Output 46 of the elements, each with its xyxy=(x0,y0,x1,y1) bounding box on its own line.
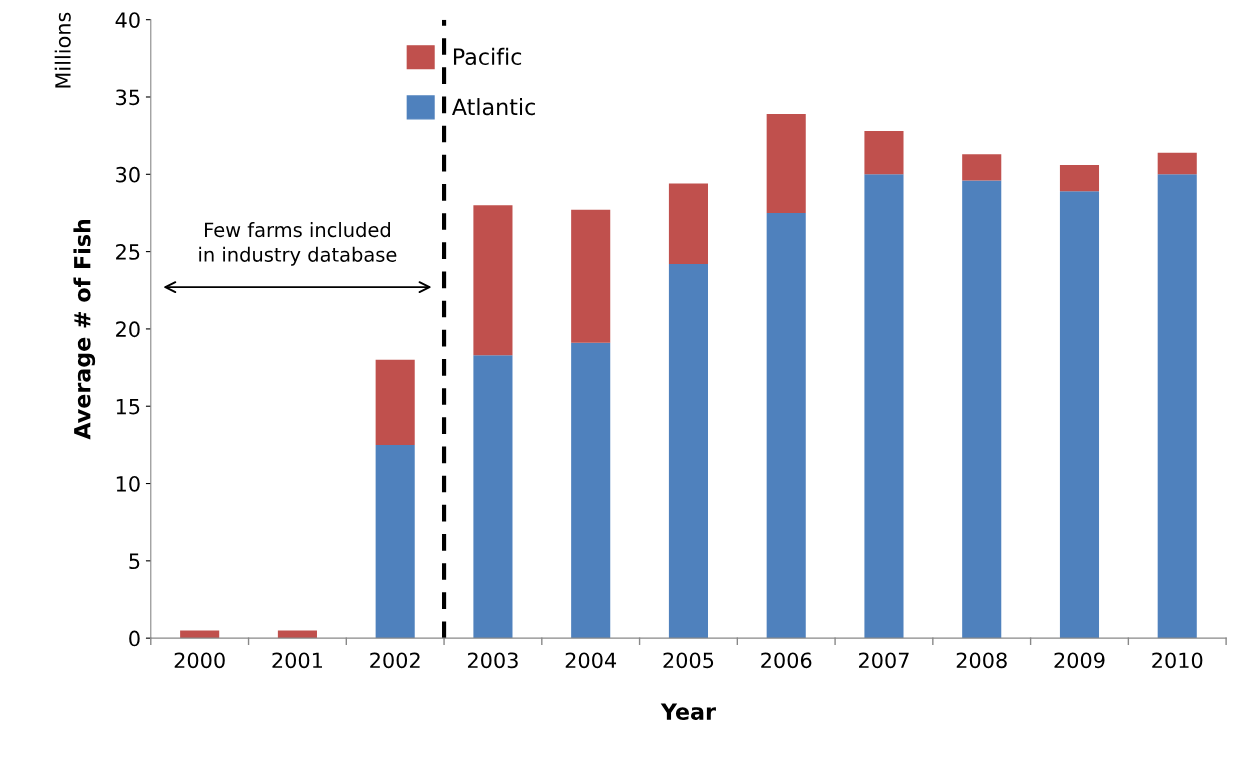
x-tick-label: 2001 xyxy=(272,652,323,669)
annotation: Few farms included in industry database xyxy=(199,222,397,266)
x-tick-label: 2002 xyxy=(370,652,420,669)
x-tick-label: 2000 xyxy=(174,652,225,669)
x-tick-label: 2007 xyxy=(858,652,909,669)
bar xyxy=(180,630,220,639)
bar xyxy=(571,209,611,343)
y-tick-label: 40 xyxy=(115,12,140,28)
text: Millions xyxy=(54,12,71,88)
bar xyxy=(473,355,513,639)
legend-label: Pacific xyxy=(453,47,522,66)
x-tick-label: 2010 xyxy=(1152,652,1203,669)
bar xyxy=(277,630,317,639)
bar xyxy=(962,154,1002,181)
x-axis-title: Year xyxy=(660,703,716,720)
bar xyxy=(766,212,806,639)
bar xyxy=(473,205,513,356)
y-tick-label: 0 xyxy=(129,630,140,647)
y-tick-label: 35 xyxy=(116,89,140,106)
bar xyxy=(1157,152,1197,175)
y-tick-label: 15 xyxy=(116,398,140,415)
bar xyxy=(1059,191,1100,639)
bar xyxy=(766,114,806,213)
bar xyxy=(1059,165,1100,192)
bar xyxy=(962,180,1002,639)
x-tick-label: 2009 xyxy=(1054,652,1105,669)
y-tick-label: 20 xyxy=(116,321,140,338)
bar xyxy=(668,263,708,639)
bar xyxy=(1157,174,1197,639)
x-tick-label: 2008 xyxy=(956,652,1007,669)
x-tick-label: 2005 xyxy=(663,652,714,669)
y-tick-label: 30 xyxy=(116,166,140,183)
bar xyxy=(571,342,611,639)
y-tick-label: 25 xyxy=(116,244,140,260)
x-tick-label: 2004 xyxy=(565,652,617,669)
bar xyxy=(375,359,415,445)
y-tick-label: 10 xyxy=(116,475,140,492)
y-axis-title: Average # of Fish xyxy=(73,219,96,440)
bar xyxy=(668,183,708,264)
bar xyxy=(375,444,415,639)
bar xyxy=(864,174,904,639)
bar xyxy=(864,131,904,175)
x-tick-label: 2006 xyxy=(761,652,812,669)
legend-label: Atlantic xyxy=(451,98,535,116)
x-tick-label: 2003 xyxy=(467,652,518,669)
y-tick-label: 5 xyxy=(129,553,140,570)
